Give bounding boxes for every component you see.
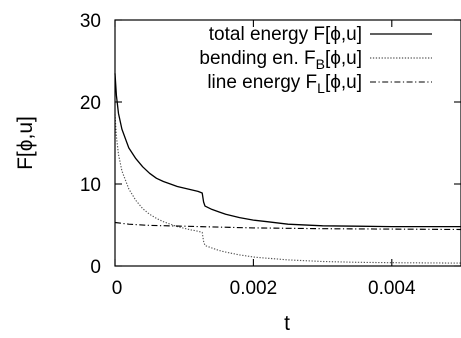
y-tick-label: 0 <box>90 257 101 278</box>
series-line-line-energy <box>114 221 461 231</box>
plot-frame <box>114 19 461 267</box>
series-layer <box>114 73 461 264</box>
y-axis-title: F[ϕ,u] <box>14 116 37 170</box>
legend: total energy F[ϕ,u] bending en. FB[ϕ,u] … <box>199 24 432 96</box>
x-tick-label: 0 <box>112 278 123 299</box>
x-axis-title: t <box>284 312 290 335</box>
x-tick-label: 0.004 <box>368 278 416 299</box>
y-tick-label: 20 <box>80 93 101 114</box>
x-tick-label: 0.002 <box>230 278 278 299</box>
axes-layer: 0 10 20 30 0 0.002 0.004 <box>80 11 461 299</box>
series-line-total-energy <box>114 73 461 228</box>
legend-label-line-energy: line energy FL[ϕ,u] <box>207 72 362 96</box>
series-line-bending-energy <box>114 114 461 264</box>
y-tick-label: 10 <box>80 175 101 196</box>
y-tick-label: 30 <box>80 11 101 32</box>
legend-label-total-energy: total energy F[ϕ,u] <box>209 24 362 45</box>
legend-label-bending-energy: bending en. FB[ϕ,u] <box>199 48 362 72</box>
